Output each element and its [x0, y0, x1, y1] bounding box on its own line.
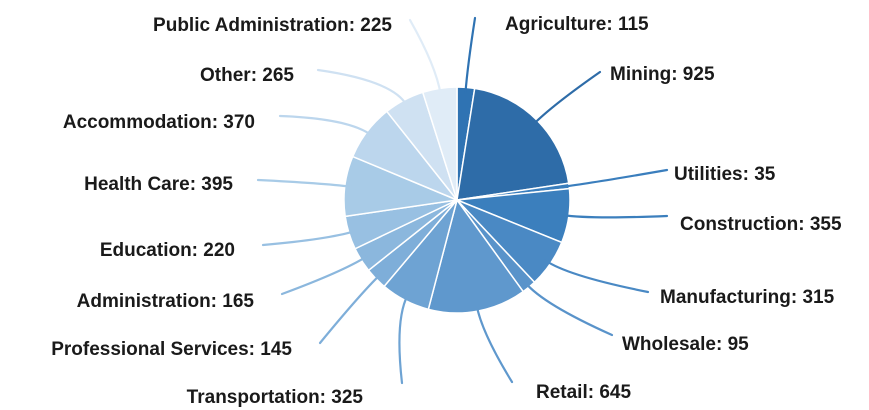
leader-line-administration: [280, 255, 368, 296]
slice-label-construction: Construction: 355: [680, 214, 842, 235]
slice-label-administration: Administration: 165: [77, 291, 255, 312]
leader-line-other: [316, 68, 408, 107]
slice-label-wholesale: Wholesale: 95: [622, 334, 749, 355]
leader-line-manufacturing: [544, 259, 650, 294]
leader-lines-layer: [256, 16, 669, 385]
slice-label-accommodation: Accommodation: 370: [63, 112, 255, 133]
slice-label-other: Other: 265: [200, 65, 294, 86]
leader-line-public-administration: [408, 18, 442, 96]
leader-line-utilities: [562, 168, 669, 188]
leader-line-agriculture: [464, 16, 477, 95]
leader-line-construction: [561, 214, 669, 219]
slice-label-public-administration: Public Administration: 225: [153, 15, 392, 36]
slice-label-manufacturing: Manufacturing: 315: [660, 287, 835, 308]
leader-line-transportation: [398, 293, 409, 385]
slice-label-education: Education: 220: [100, 240, 235, 261]
slice-label-health-care: Health Care: 395: [84, 174, 233, 195]
leader-line-retail: [475, 304, 514, 384]
slice-label-utilities: Utilities: 35: [674, 164, 776, 185]
leader-line-mining: [531, 70, 602, 126]
labels-layer: Agriculture: 115 Mining: 925 Utilities: 35…: [51, 14, 842, 408]
leader-line-wholesale: [524, 281, 614, 337]
slice-label-transportation: Transportation: 325: [187, 387, 364, 408]
slice-label-agriculture: Agriculture: 115: [505, 14, 649, 35]
leader-line-health-care: [256, 178, 352, 188]
slice-label-mining: Mining: 925: [610, 64, 715, 85]
pie-slice-mining: [456, 87, 570, 201]
leader-line-accommodation: [278, 114, 373, 137]
slice-label-retail: Retail: 645: [536, 382, 631, 403]
slice-label-professional-services: Professional Services: 145: [51, 339, 292, 360]
leader-line-education: [261, 230, 356, 247]
leader-line-professional-services: [318, 273, 382, 345]
